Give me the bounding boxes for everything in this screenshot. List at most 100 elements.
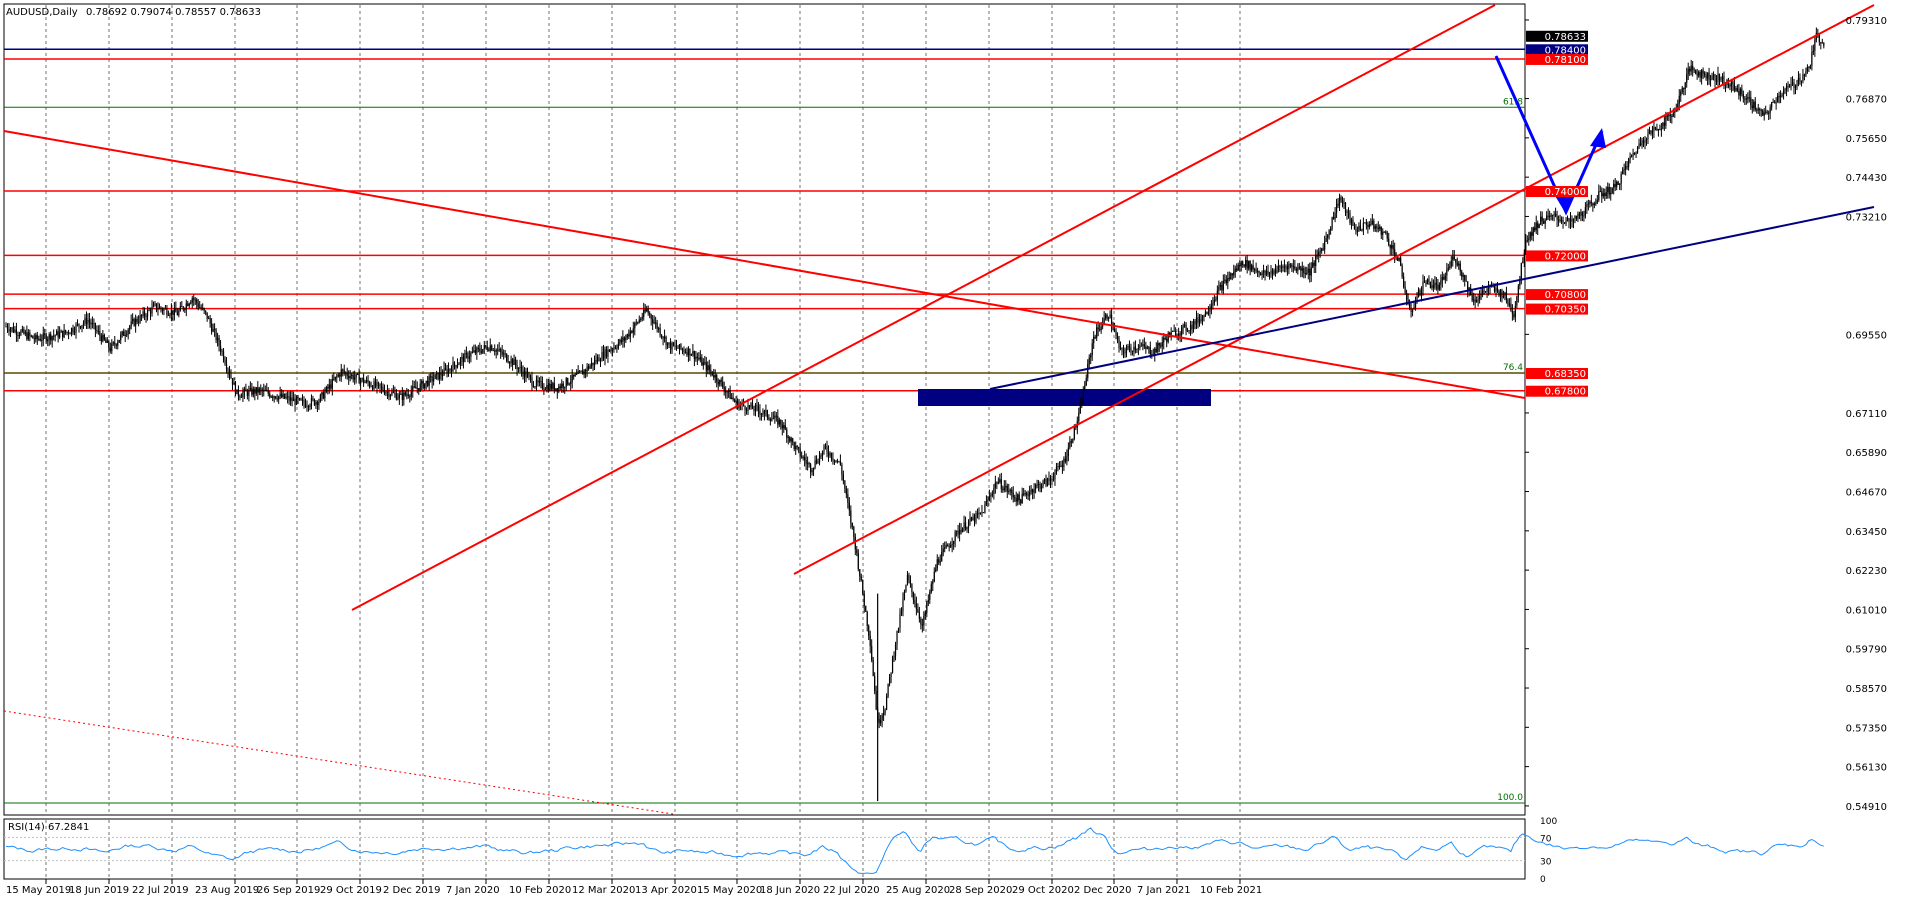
candle-body <box>1502 295 1505 298</box>
rsi-axis-label: 0 <box>1540 875 1546 885</box>
candle-body <box>817 462 819 464</box>
candle-body <box>1560 220 1563 222</box>
candle-body <box>1692 65 1694 70</box>
candle-body <box>1033 489 1035 493</box>
candle-body <box>1303 268 1305 274</box>
candle-body <box>1327 235 1329 238</box>
candle-body <box>444 368 447 370</box>
downtrend-line[interactable] <box>3 130 1526 399</box>
candle-body <box>1239 264 1241 267</box>
candle-body <box>1823 42 1825 46</box>
candle-body <box>987 499 989 502</box>
candle-body <box>1788 86 1791 88</box>
channel-lower-line[interactable] <box>793 4 1875 575</box>
candle-body <box>473 350 475 352</box>
candle-body <box>1343 202 1345 204</box>
candle-body <box>409 396 411 398</box>
support-zone-rectangle[interactable] <box>918 389 1211 406</box>
candle-body <box>249 387 251 390</box>
price-axis-label: 0.58570 <box>1846 684 1887 695</box>
candle-body <box>801 456 803 458</box>
candle-body <box>793 442 795 450</box>
navy-trendline[interactable] <box>989 206 1875 390</box>
fibonacci-levels[interactable]: 61.8 76.4 100.0 <box>4 97 1525 804</box>
candle-body <box>1608 186 1610 195</box>
candle-body <box>1534 227 1536 231</box>
candle-body <box>407 394 409 397</box>
candle-body <box>1370 224 1372 226</box>
level-price-tag-bg <box>1526 186 1588 198</box>
price-axis-label: 0.75650 <box>1846 134 1887 145</box>
time-axis-label: 10 Feb 2020 <box>509 885 571 896</box>
candle-body <box>562 383 564 388</box>
candle-body <box>585 370 587 372</box>
price-axis: 0.79310 0.76870 0.75650 0.74430 0.73210 0.695… <box>1525 16 1887 813</box>
candle-body <box>1063 458 1065 468</box>
candle-body <box>424 383 426 389</box>
candle-body <box>917 609 919 613</box>
candle-body <box>1289 264 1291 266</box>
candle-body <box>938 559 940 563</box>
candle-body <box>972 516 974 521</box>
candle-body <box>796 446 798 448</box>
candle-body <box>1465 280 1467 282</box>
candle-body <box>868 625 870 636</box>
candle-body <box>1638 143 1640 148</box>
candle-body <box>909 580 912 585</box>
candle-body <box>1607 186 1609 193</box>
candle-body <box>291 397 293 402</box>
candle-body <box>230 375 232 379</box>
candle-body <box>1146 347 1148 349</box>
candle-body <box>1230 273 1232 280</box>
candle-body <box>1636 147 1639 153</box>
time-axis-label: 18 Jun 2020 <box>760 885 820 896</box>
candle-body <box>275 396 277 399</box>
candle-body <box>1696 73 1698 76</box>
candle-body <box>1017 494 1019 502</box>
candle-body <box>644 309 646 312</box>
candle-body <box>1015 498 1017 502</box>
candle-body <box>1680 91 1682 96</box>
candle-body <box>1450 260 1452 267</box>
candle-body <box>316 401 319 406</box>
candle-body <box>1420 290 1423 296</box>
candle-body <box>434 374 436 379</box>
candle-body <box>1090 354 1092 358</box>
candle-body <box>23 329 25 334</box>
candle-body <box>1587 203 1589 205</box>
candle-body <box>1158 342 1160 346</box>
candle-body <box>683 349 685 352</box>
candle-body <box>914 599 916 604</box>
candle-body <box>363 378 365 383</box>
candle-body <box>1383 231 1385 233</box>
candle-body <box>79 326 82 328</box>
channel-upper-line[interactable] <box>351 4 1496 611</box>
candle-body <box>351 374 353 377</box>
candle-body <box>1689 68 1691 72</box>
candle-body <box>1681 87 1683 92</box>
candle-body <box>471 351 473 353</box>
candle-body <box>774 415 776 419</box>
candle-body <box>857 552 859 570</box>
candle-body <box>377 382 380 384</box>
candle-body <box>1292 266 1294 268</box>
candle-body <box>1294 266 1296 269</box>
candle-body <box>1243 265 1245 267</box>
candle-body <box>1170 331 1172 338</box>
candle-body <box>1549 215 1551 217</box>
candle-body <box>1601 191 1603 197</box>
candle-body <box>193 298 195 300</box>
candle-body <box>1297 268 1299 271</box>
candle-body <box>355 373 357 378</box>
candle-body <box>1279 266 1281 268</box>
candle-body <box>1228 277 1230 280</box>
candle-body <box>497 349 499 351</box>
candle-body <box>225 364 228 370</box>
candle-body <box>1687 68 1689 75</box>
candle-body <box>1753 101 1755 109</box>
candle-body <box>556 388 558 392</box>
candle-body <box>1805 71 1807 76</box>
candle-body <box>954 531 956 541</box>
candle-body <box>780 419 782 425</box>
